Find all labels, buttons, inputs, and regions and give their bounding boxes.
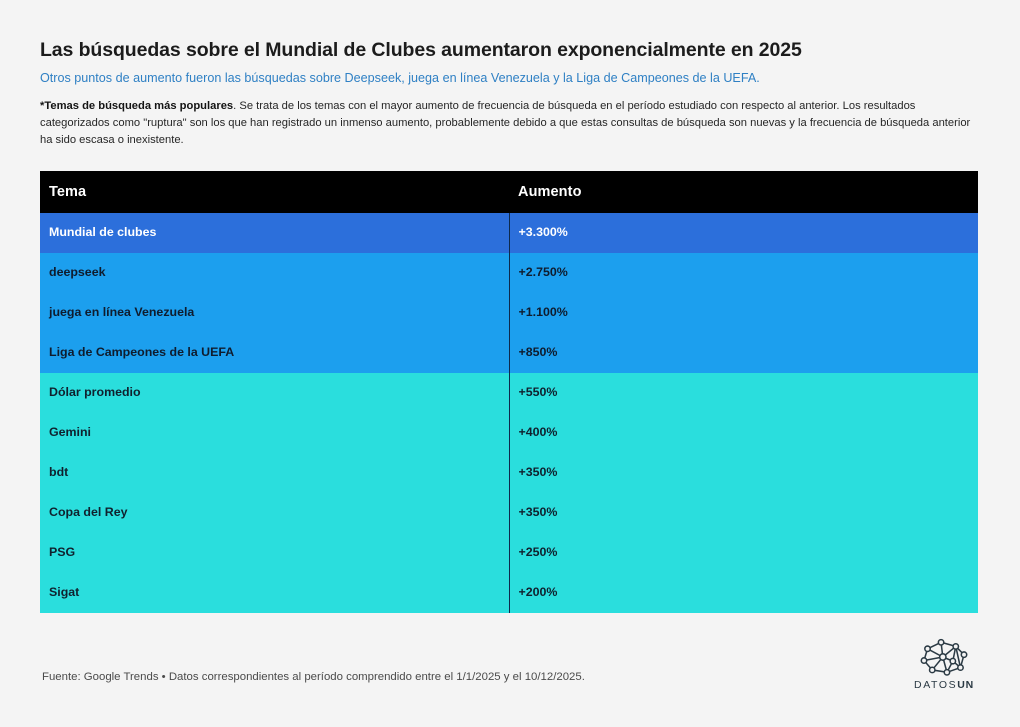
brand-wordmark: DATOSUN bbox=[914, 679, 974, 691]
cell-topic: Copa del Rey bbox=[40, 492, 509, 533]
table-row: PSG +250% bbox=[40, 532, 978, 573]
page-subtitle: Otros puntos de aumento fueron las búsqu… bbox=[40, 71, 760, 86]
table-row: bdt +350% bbox=[40, 452, 978, 493]
table-body: Mundial de clubes +3.300% deepseek +2.750% j… bbox=[40, 212, 978, 613]
table-header: Tema Aumento bbox=[40, 170, 978, 213]
brand-logo: DATOSUN bbox=[908, 637, 980, 691]
cell-increase: +200% bbox=[508, 572, 978, 613]
header-block: Las búsquedas sobre el Mundial de Clubes… bbox=[40, 0, 980, 149]
network-graph-icon bbox=[920, 638, 968, 676]
cell-topic: PSG bbox=[40, 532, 509, 573]
cell-increase: +250% bbox=[508, 532, 978, 573]
cell-topic: Dólar promedio bbox=[40, 372, 509, 413]
cell-increase: +350% bbox=[508, 452, 978, 493]
cell-increase: +3.300% bbox=[508, 212, 978, 253]
table-row: juega en línea Venezuela +1.100% bbox=[40, 292, 978, 333]
table-row: Dólar promedio +550% bbox=[40, 372, 978, 413]
footer: Fuente: Google Trends • Datos correspond… bbox=[40, 619, 980, 693]
brand-wordmark-light: DATOS bbox=[914, 679, 958, 691]
cell-topic: Mundial de clubes bbox=[40, 212, 509, 253]
brand-wordmark-heavy: UN bbox=[957, 679, 974, 691]
methodology-note-lead: *Temas de búsqueda más populares bbox=[40, 99, 234, 112]
page-title: Las búsquedas sobre el Mundial de Clubes… bbox=[40, 39, 802, 61]
methodology-note-body: . Se trata de los temas con el mayor aum… bbox=[40, 99, 971, 146]
table-row: Gemini +400% bbox=[40, 412, 978, 453]
cell-increase: +2.750% bbox=[508, 252, 978, 293]
cell-topic: Sigat bbox=[40, 572, 509, 613]
table-row: Liga de Campeones de la UEFA +850% bbox=[40, 332, 978, 373]
trends-table-wrapper: Tema Aumento Mundial de clubes +3.300% dee… bbox=[40, 170, 978, 613]
cell-topic: juega en línea Venezuela bbox=[40, 292, 509, 333]
source-note: Fuente: Google Trends • Datos correspond… bbox=[42, 671, 585, 684]
table-row: Sigat +200% bbox=[40, 572, 978, 613]
table-header-row: Tema Aumento bbox=[40, 170, 978, 213]
column-header-increase: Aumento bbox=[509, 170, 978, 213]
cell-topic: bdt bbox=[40, 452, 509, 493]
cell-topic: Liga de Campeones de la UEFA bbox=[40, 332, 509, 373]
table-row: deepseek +2.750% bbox=[40, 252, 978, 293]
cell-topic: deepseek bbox=[40, 252, 509, 293]
cell-increase: +850% bbox=[508, 332, 978, 373]
column-header-topic: Tema bbox=[40, 170, 509, 213]
cell-increase: +550% bbox=[508, 372, 978, 413]
trends-table: Tema Aumento Mundial de clubes +3.300% dee… bbox=[40, 170, 978, 613]
cell-increase: +350% bbox=[508, 492, 978, 533]
cell-increase: +1.100% bbox=[508, 292, 978, 333]
cell-topic: Gemini bbox=[40, 412, 509, 453]
cell-increase: +400% bbox=[508, 412, 978, 453]
table-row: Copa del Rey +350% bbox=[40, 492, 978, 533]
methodology-note: *Temas de búsqueda más populares. Se tra… bbox=[40, 98, 980, 149]
table-row: Mundial de clubes +3.300% bbox=[40, 212, 978, 253]
